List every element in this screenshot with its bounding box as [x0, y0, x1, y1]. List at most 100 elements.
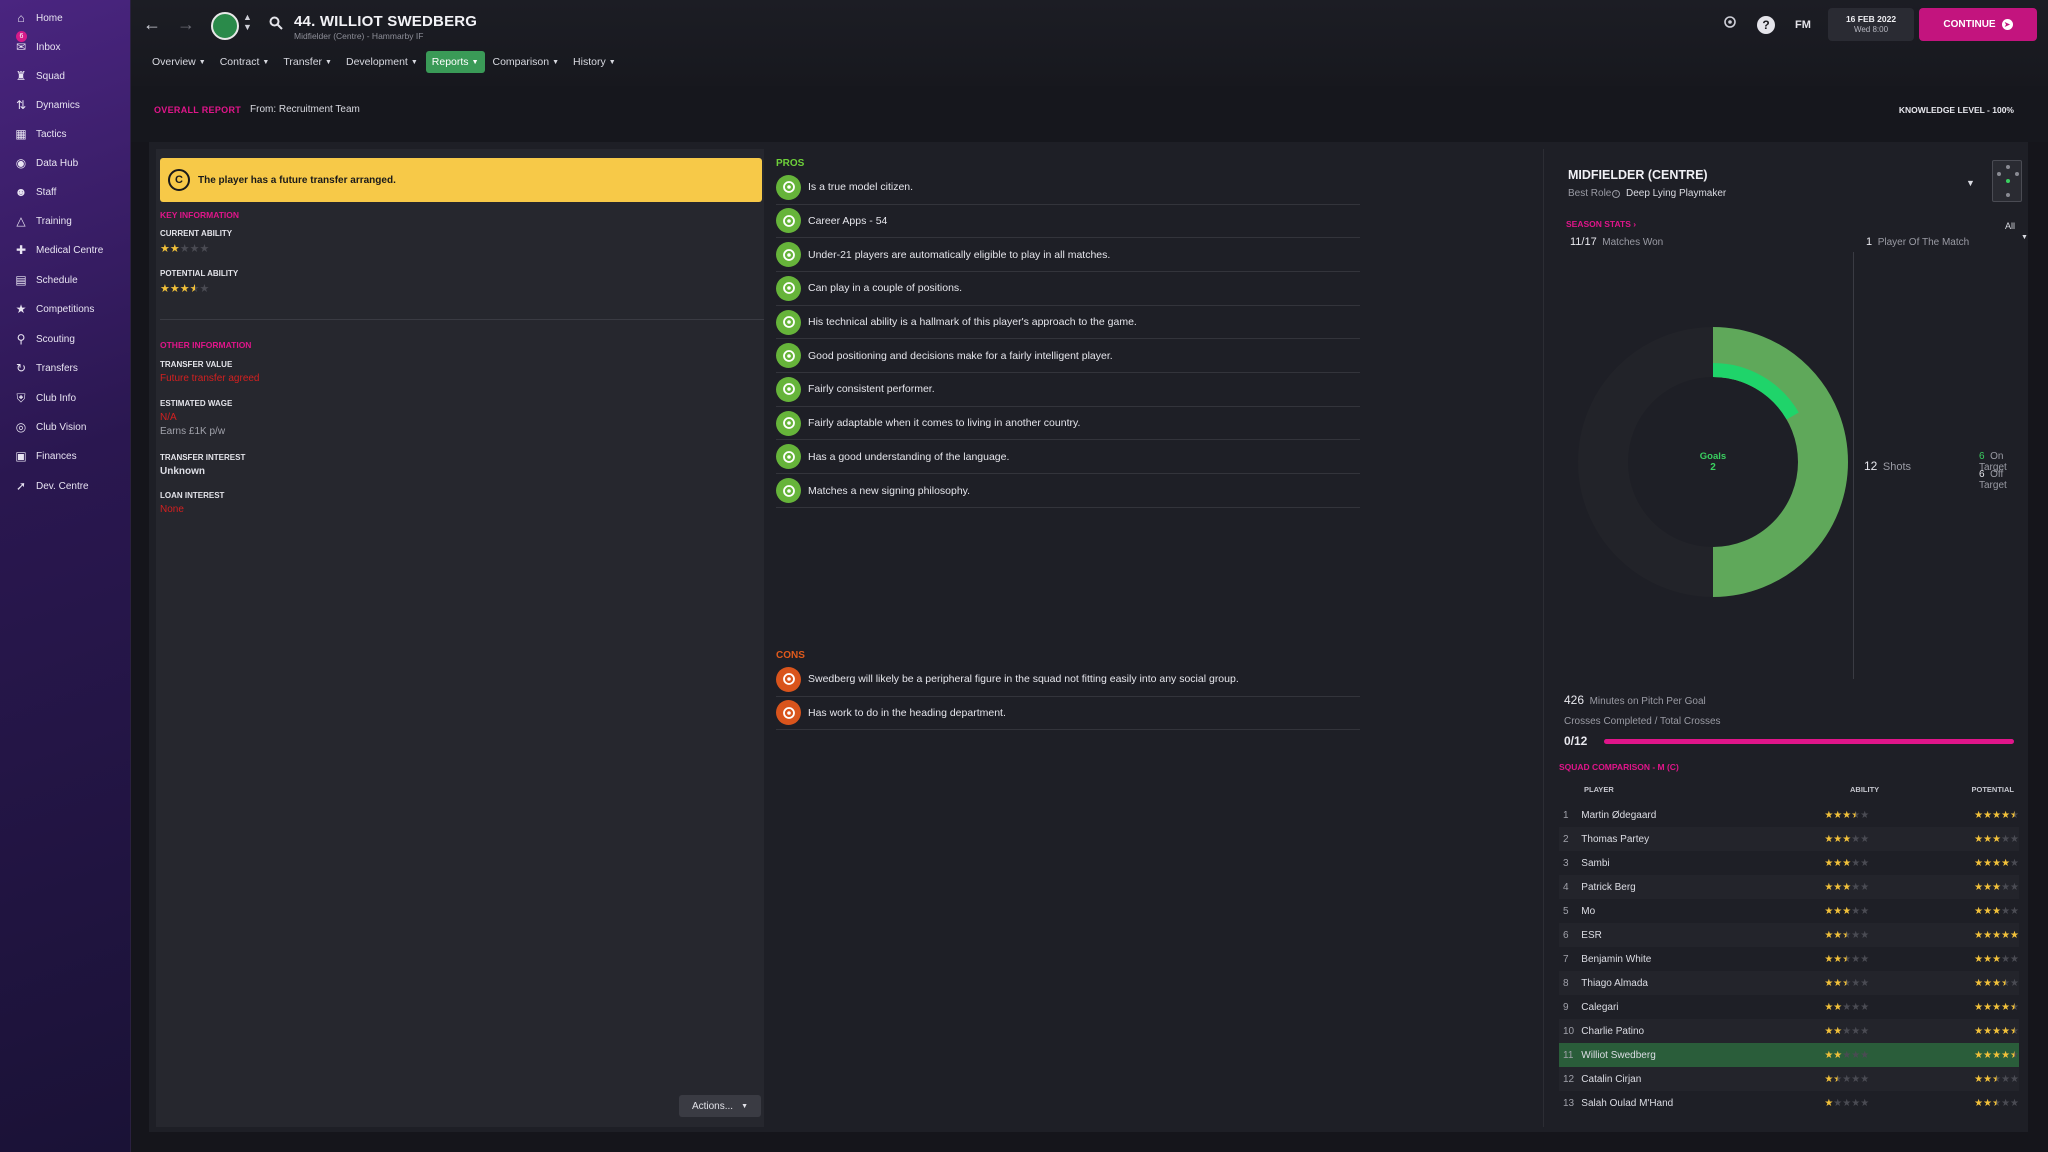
sidebar-item-label: Training: [36, 215, 72, 227]
date-display[interactable]: 16 FEB 2022 Wed 8:00: [1828, 8, 1914, 41]
season-filter-select[interactable]: All ▼: [2005, 221, 2028, 241]
squad-player-name[interactable]: Williot Swedberg: [1581, 1049, 1656, 1061]
tab-contract[interactable]: Contract ▼: [214, 51, 276, 73]
star-full-icon: ★: [1983, 881, 1993, 893]
squad-player-name[interactable]: Thomas Partey: [1581, 833, 1650, 845]
overall-report-title[interactable]: OVERALL REPORT: [154, 105, 242, 115]
season-stats-link[interactable]: SEASON STATS ›: [1566, 219, 1637, 229]
time-text: Wed 8:00: [1853, 25, 1889, 34]
sidebar-item-label: Competitions: [36, 303, 95, 315]
actions-button[interactable]: Actions... ▼: [679, 1095, 761, 1117]
star-full-icon: ★: [1983, 857, 1993, 869]
squad-player-name[interactable]: Mo: [1581, 905, 1596, 917]
squad-player-name[interactable]: Thiago Almada: [1581, 977, 1648, 989]
sidebar-item-training[interactable]: △ Training: [0, 209, 131, 233]
sidebar-item-squad[interactable]: ♜ Squad: [0, 64, 131, 88]
squad-row[interactable]: 9 Calegari ★★★★★ ★★★★★: [1559, 995, 2019, 1019]
shirt-icon: ♜: [15, 69, 27, 83]
forward-arrow-icon[interactable]: →: [177, 14, 195, 34]
star-full-icon: ★: [160, 283, 170, 295]
squad-row[interactable]: 7 Benjamin White ★★★★★ ★★★★★: [1559, 947, 2019, 971]
sidebar-item-home[interactable]: ⌂ Home: [0, 6, 131, 30]
search-icon[interactable]: [269, 16, 283, 35]
sidebar-item-transfers[interactable]: ↻ Transfers: [0, 356, 131, 380]
squad-row[interactable]: 12 Catalin Cirjan ★★★★★ ★★★★★: [1559, 1067, 2019, 1091]
star-full-icon: ★: [1974, 1073, 1984, 1085]
transfer-interest: Unknown: [160, 466, 205, 477]
star-full-icon: ★: [1992, 953, 2002, 965]
sidebar-item-medical-centre[interactable]: ✚ Medical Centre: [0, 238, 131, 262]
squad-ability-stars: ★★★★★: [1824, 930, 1974, 941]
squad-row[interactable]: 8 Thiago Almada ★★★★★ ★★★★★: [1559, 971, 2019, 995]
sidebar-item-data-hub[interactable]: ◉ Data Hub: [0, 151, 131, 175]
sidebar-item-inbox[interactable]: ✉ Inbox 6: [0, 31, 131, 59]
club-badge-icon[interactable]: [211, 12, 239, 40]
squad-row[interactable]: 4 Patrick Berg ★★★★★ ★★★★★: [1559, 875, 2019, 899]
potm-label: Player Of The Match: [1877, 237, 1970, 248]
tab-comparison[interactable]: Comparison ▼: [487, 51, 566, 73]
pro-item: Is a true model citizen.: [776, 171, 1360, 205]
sidebar-item-competitions[interactable]: ★ Competitions: [0, 297, 131, 321]
star-empty-icon: ★: [1851, 1097, 1861, 1109]
sidebar-item-finances[interactable]: ▣ Finances: [0, 444, 131, 468]
squad-player-name[interactable]: Catalin Cirjan: [1581, 1073, 1642, 1085]
tab-label: History: [573, 56, 606, 68]
star-full-icon: ★: [1824, 977, 1834, 989]
divider: [160, 319, 764, 320]
squad-player-name[interactable]: Charlie Patino: [1581, 1025, 1645, 1037]
position-chevron-icon[interactable]: ▼: [1966, 178, 1975, 188]
squad-row[interactable]: 3 Sambi ★★★★★ ★★★★★: [1559, 851, 2019, 875]
on-target-arc: [1712, 327, 1848, 597]
sidebar-item-club-info[interactable]: ⛨ Club Info: [0, 386, 131, 410]
star-full-icon: ★: [1983, 905, 1993, 917]
squad-potential-stars: ★★★★★: [1974, 1050, 2019, 1061]
squad-player-name[interactable]: Martin Ødegaard: [1581, 809, 1657, 821]
squad-player-name[interactable]: Benjamin White: [1581, 953, 1652, 965]
col-ability[interactable]: ABILITY: [1850, 785, 1880, 794]
star-full-icon: ★: [1833, 1049, 1843, 1061]
col-potential[interactable]: POTENTIAL: [1971, 785, 2015, 794]
tab-development[interactable]: Development ▼: [340, 51, 424, 73]
info-icon[interactable]: i: [1612, 189, 1620, 198]
tab-overview[interactable]: Overview ▼: [146, 51, 212, 73]
squad-player-name[interactable]: Calegari: [1581, 1001, 1619, 1013]
mini-pitch-icon[interactable]: [1992, 160, 2022, 202]
sidebar-item-label: Medical Centre: [36, 244, 104, 256]
tab-transfer[interactable]: Transfer ▼: [277, 51, 338, 73]
help-icon[interactable]: ?: [1757, 16, 1775, 34]
head-icon[interactable]: [1721, 16, 1739, 34]
squad-row[interactable]: 10 Charlie Patino ★★★★★ ★★★★★: [1559, 1019, 2019, 1043]
squad-player-name[interactable]: Patrick Berg: [1581, 881, 1636, 893]
squad-row[interactable]: 1 Martin Ødegaard ★★★★★ ★★★★★: [1559, 803, 2019, 827]
sidebar-item-tactics[interactable]: ▦ Tactics: [0, 122, 131, 146]
squad-row[interactable]: 6 ESR ★★★★★ ★★★★★: [1559, 923, 2019, 947]
star-empty-icon: ★: [1860, 1097, 1870, 1109]
star-full-icon: ★: [1992, 881, 2002, 893]
tab-reports[interactable]: Reports ▼: [425, 51, 485, 73]
sidebar-item-dev-centre[interactable]: ➚ Dev. Centre: [0, 474, 131, 498]
squad-row[interactable]: 2 Thomas Partey ★★★★★ ★★★★★: [1559, 827, 2019, 851]
star-empty-icon: ★: [1851, 929, 1861, 941]
col-player[interactable]: PLAYER: [1584, 785, 1614, 794]
squad-row[interactable]: 13 Salah Oulad M'Hand ★★★★★ ★★★★★: [1559, 1091, 2019, 1115]
sidebar-item-dynamics[interactable]: ⇅ Dynamics: [0, 93, 131, 117]
squad-player-name[interactable]: Salah Oulad M'Hand: [1581, 1097, 1674, 1109]
star-empty-icon: ★: [2001, 953, 2011, 965]
player-switch-chevron-icon[interactable]: ▲ ▼: [243, 12, 252, 32]
estimated-wage-label: ESTIMATED WAGE: [160, 399, 233, 408]
squad-row[interactable]: 5 Mo ★★★★★ ★★★★★: [1559, 899, 2019, 923]
sidebar-item-club-vision[interactable]: ◎ Club Vision: [0, 415, 131, 439]
tab-history[interactable]: History ▼: [567, 51, 622, 73]
back-arrow-icon[interactable]: ←: [143, 14, 161, 34]
squad-player-name[interactable]: Sambi: [1581, 857, 1610, 869]
sidebar-item-schedule[interactable]: ▤ Schedule: [0, 268, 131, 292]
continue-button[interactable]: CONTINUE ➤: [1919, 8, 2037, 41]
fm-logo[interactable]: FM: [1795, 19, 1811, 31]
squad-player-name[interactable]: ESR: [1581, 929, 1602, 941]
squad-row[interactable]: 11 Williot Swedberg ★★★★★ ★★★★★: [1559, 1043, 2019, 1067]
chevron-down-icon: ▼: [325, 58, 332, 66]
sidebar-item-staff[interactable]: ☻ Staff: [0, 180, 131, 204]
sidebar-item-scouting[interactable]: ⚲ Scouting: [0, 327, 131, 351]
star-full-icon: ★: [1824, 833, 1834, 845]
star-empty-icon: ★: [179, 243, 190, 255]
